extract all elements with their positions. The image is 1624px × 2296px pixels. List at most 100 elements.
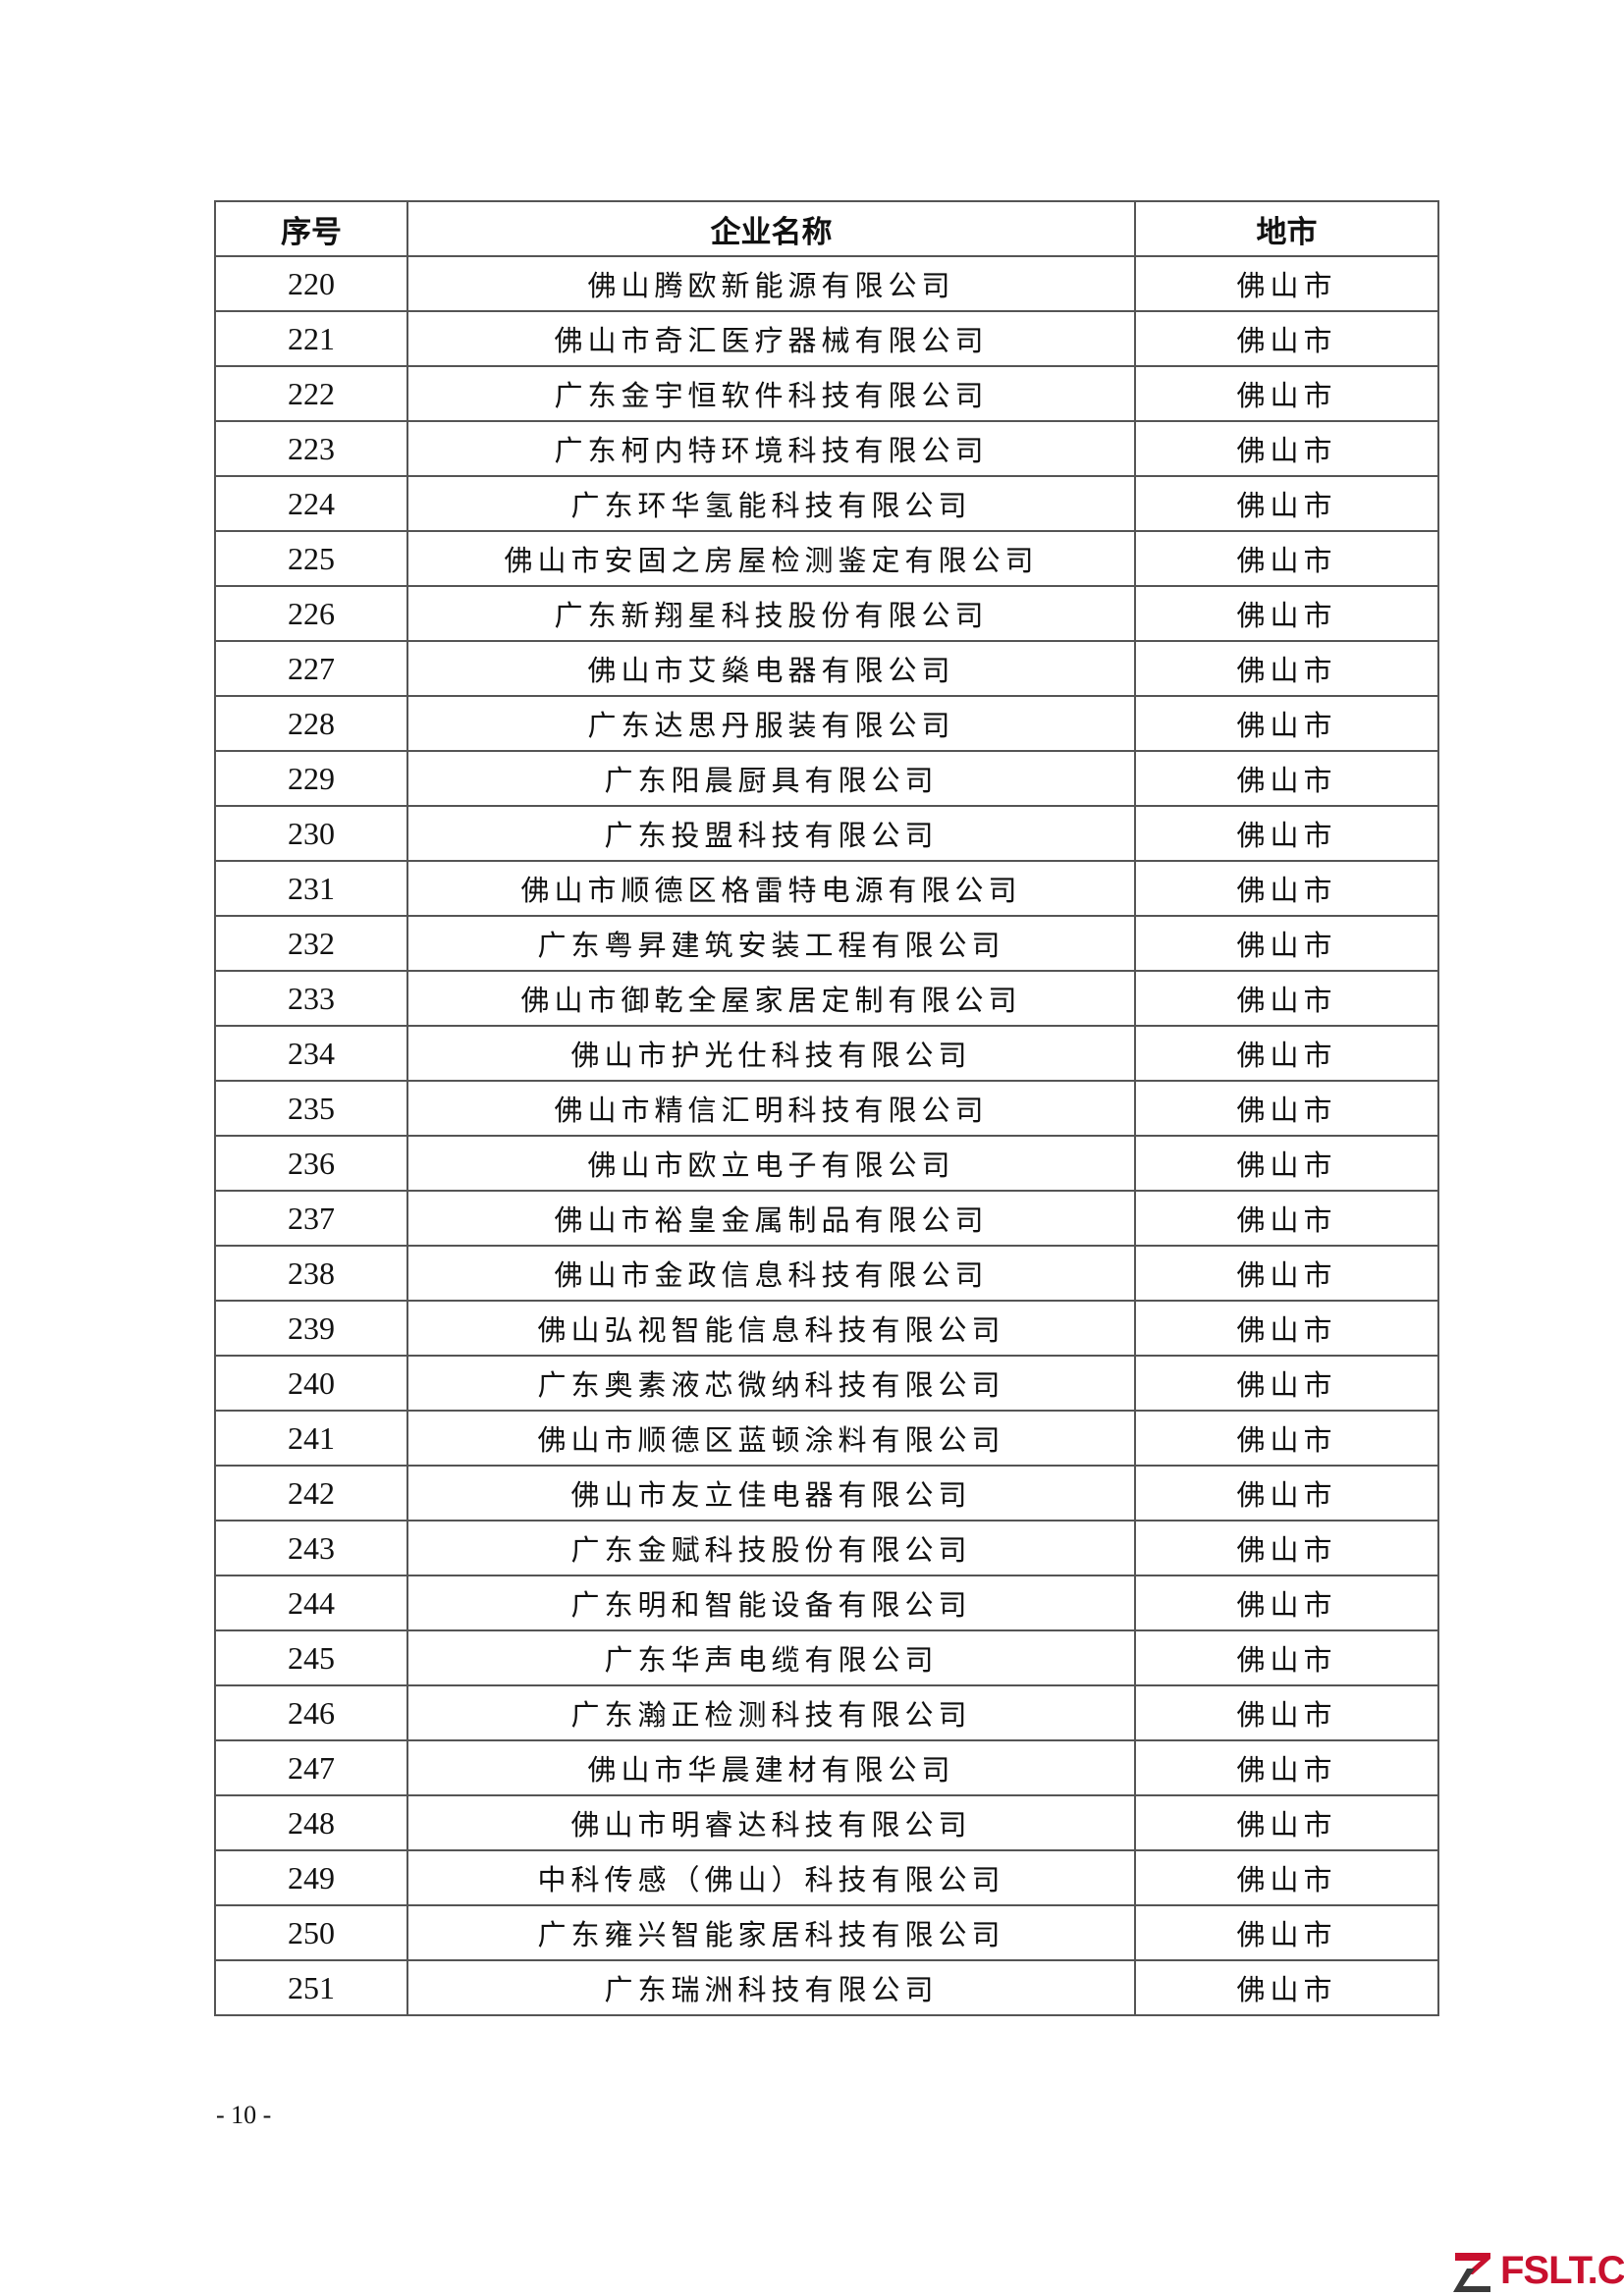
city: 佛山市 [1134, 640, 1439, 697]
row-index: 235 [214, 1080, 408, 1137]
city: 佛山市 [1134, 1575, 1439, 1631]
city: 佛山市 [1134, 530, 1439, 587]
row-index: 227 [214, 640, 408, 697]
company-name: 佛山市金政信息科技有限公司 [406, 1245, 1136, 1302]
city: 佛山市 [1134, 1794, 1439, 1851]
city: 佛山市 [1134, 915, 1439, 972]
table-row: 222 广东金宇恒软件科技有限公司 佛山市 [214, 365, 1439, 422]
city: 佛山市 [1134, 1959, 1439, 2016]
header-city: 地市 [1134, 200, 1439, 257]
row-index: 231 [214, 860, 408, 917]
company-name: 佛山市精信汇明科技有限公司 [406, 1080, 1136, 1137]
row-index: 225 [214, 530, 408, 587]
company-name: 广东粤昇建筑安装工程有限公司 [406, 915, 1136, 972]
city: 佛山市 [1134, 1629, 1439, 1686]
city: 佛山市 [1134, 1300, 1439, 1357]
company-name: 广东金赋科技股份有限公司 [406, 1520, 1136, 1576]
row-index: 246 [214, 1684, 408, 1741]
table-row: 230 广东投盟科技有限公司 佛山市 [214, 805, 1439, 862]
table-row: 224 广东环华氢能科技有限公司 佛山市 [214, 475, 1439, 532]
row-index: 229 [214, 750, 408, 807]
city: 佛山市 [1134, 420, 1439, 477]
table-row: 229 广东阳晨厨具有限公司 佛山市 [214, 750, 1439, 807]
row-index: 222 [214, 365, 408, 422]
company-name: 佛山市艾燊电器有限公司 [406, 640, 1136, 697]
city: 佛山市 [1134, 1245, 1439, 1302]
company-name: 广东投盟科技有限公司 [406, 805, 1136, 862]
company-name: 佛山市安固之房屋检测鉴定有限公司 [406, 530, 1136, 587]
city: 佛山市 [1134, 1135, 1439, 1192]
city: 佛山市 [1134, 1904, 1439, 1961]
company-name: 广东柯内特环境科技有限公司 [406, 420, 1136, 477]
company-name: 佛山市顺德区蓝顿涂料有限公司 [406, 1410, 1136, 1467]
table-row: 242 佛山市友立佳电器有限公司 佛山市 [214, 1465, 1439, 1522]
row-index: 250 [214, 1904, 408, 1961]
company-name: 广东环华氢能科技有限公司 [406, 475, 1136, 532]
row-index: 226 [214, 585, 408, 642]
table-row: 235 佛山市精信汇明科技有限公司 佛山市 [214, 1080, 1439, 1137]
row-index: 248 [214, 1794, 408, 1851]
company-table: 序号 企业名称 地市 220 佛山腾欧新能源有限公司 佛山市 221 佛山市奇汇医疗器械… [214, 200, 1439, 2016]
row-index: 241 [214, 1410, 408, 1467]
city: 佛山市 [1134, 475, 1439, 532]
table-row: 248 佛山市明睿达科技有限公司 佛山市 [214, 1794, 1439, 1851]
table-row: 247 佛山市华晨建材有限公司 佛山市 [214, 1739, 1439, 1796]
city: 佛山市 [1134, 970, 1439, 1027]
city: 佛山市 [1134, 1355, 1439, 1412]
city: 佛山市 [1134, 1410, 1439, 1467]
row-index: 244 [214, 1575, 408, 1631]
row-index: 242 [214, 1465, 408, 1522]
company-name: 广东新翔星科技股份有限公司 [406, 585, 1136, 642]
table-row: 227 佛山市艾燊电器有限公司 佛山市 [214, 640, 1439, 697]
company-name: 佛山市御乾全屋家居定制有限公司 [406, 970, 1136, 1027]
table-row: 233 佛山市御乾全屋家居定制有限公司 佛山市 [214, 970, 1439, 1027]
table-row: 232 广东粤昇建筑安装工程有限公司 佛山市 [214, 915, 1439, 972]
row-index: 224 [214, 475, 408, 532]
table-row: 243 广东金赋科技股份有限公司 佛山市 [214, 1520, 1439, 1576]
table-row: 238 佛山市金政信息科技有限公司 佛山市 [214, 1245, 1439, 1302]
company-name: 佛山市顺德区格雷特电源有限公司 [406, 860, 1136, 917]
table-header-row: 序号 企业名称 地市 [214, 200, 1439, 257]
row-index: 232 [214, 915, 408, 972]
table-row: 236 佛山市欧立电子有限公司 佛山市 [214, 1135, 1439, 1192]
company-name: 广东阳晨厨具有限公司 [406, 750, 1136, 807]
row-index: 220 [214, 255, 408, 312]
table-row: 223 广东柯内特环境科技有限公司 佛山市 [214, 420, 1439, 477]
table-row: 240 广东奥素液芯微纳科技有限公司 佛山市 [214, 1355, 1439, 1412]
row-index: 237 [214, 1190, 408, 1247]
city: 佛山市 [1134, 585, 1439, 642]
city: 佛山市 [1134, 1684, 1439, 1741]
company-name: 广东奥素液芯微纳科技有限公司 [406, 1355, 1136, 1412]
city: 佛山市 [1134, 365, 1439, 422]
city: 佛山市 [1134, 255, 1439, 312]
table-row: 250 广东雍兴智能家居科技有限公司 佛山市 [214, 1904, 1439, 1961]
table-row: 246 广东瀚正检测科技有限公司 佛山市 [214, 1684, 1439, 1741]
company-name: 佛山腾欧新能源有限公司 [406, 255, 1136, 312]
row-index: 228 [214, 695, 408, 752]
row-index: 221 [214, 310, 408, 367]
row-index: 236 [214, 1135, 408, 1192]
company-name: 广东明和智能设备有限公司 [406, 1575, 1136, 1631]
company-name: 中科传感（佛山）科技有限公司 [406, 1849, 1136, 1906]
company-name: 广东华声电缆有限公司 [406, 1629, 1136, 1686]
company-name: 佛山市护光仕科技有限公司 [406, 1025, 1136, 1082]
city: 佛山市 [1134, 1025, 1439, 1082]
watermark-logo: FSLT.CN [1451, 2248, 1624, 2293]
city: 佛山市 [1134, 860, 1439, 917]
table-row: 244 广东明和智能设备有限公司 佛山市 [214, 1575, 1439, 1631]
row-index: 240 [214, 1355, 408, 1412]
company-name: 佛山市友立佳电器有限公司 [406, 1465, 1136, 1522]
row-index: 238 [214, 1245, 408, 1302]
city: 佛山市 [1134, 1080, 1439, 1137]
table-row: 251 广东瑞洲科技有限公司 佛山市 [214, 1959, 1439, 2016]
row-index: 243 [214, 1520, 408, 1576]
table-row: 249 中科传感（佛山）科技有限公司 佛山市 [214, 1849, 1439, 1906]
table-row: 220 佛山腾欧新能源有限公司 佛山市 [214, 255, 1439, 312]
row-index: 223 [214, 420, 408, 477]
table-row: 241 佛山市顺德区蓝顿涂料有限公司 佛山市 [214, 1410, 1439, 1467]
company-name: 广东瑞洲科技有限公司 [406, 1959, 1136, 2016]
row-index: 233 [214, 970, 408, 1027]
city: 佛山市 [1134, 310, 1439, 367]
table-row: 237 佛山市裕皇金属制品有限公司 佛山市 [214, 1190, 1439, 1247]
logo-text: FSLT.CN [1500, 2248, 1624, 2292]
